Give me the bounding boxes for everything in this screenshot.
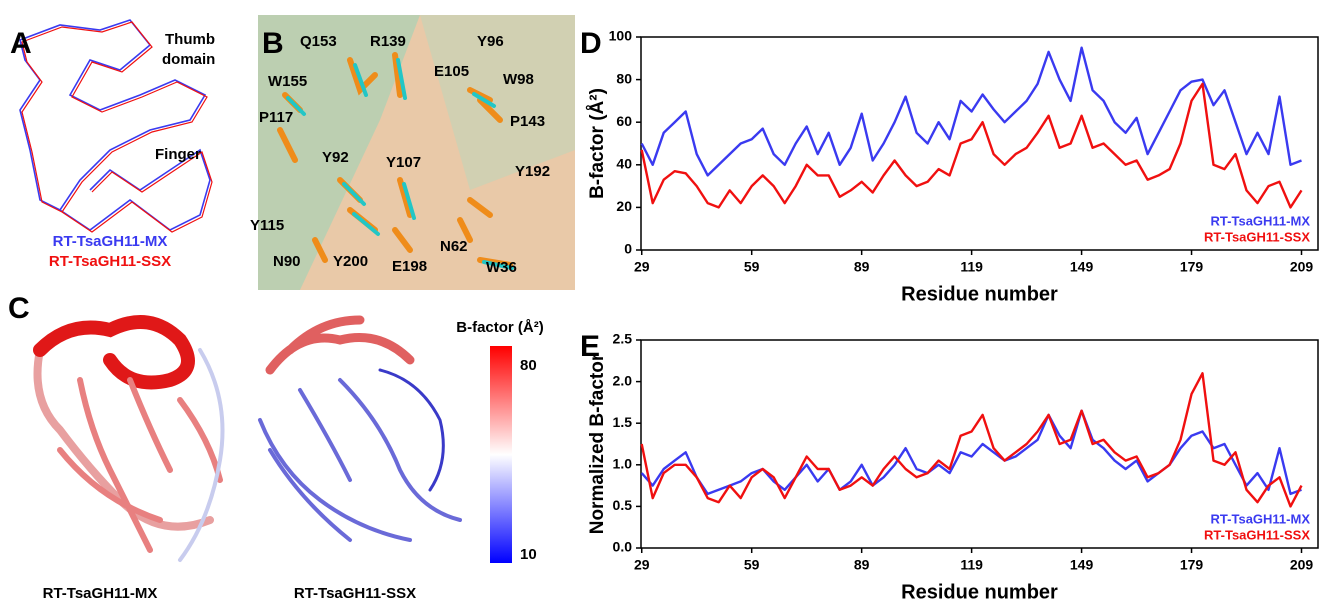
residue-label: E105 bbox=[434, 63, 469, 80]
x-tick-label: 149 bbox=[1070, 259, 1094, 275]
y-tick-label: 40 bbox=[616, 156, 632, 172]
x-tick-label: 179 bbox=[1180, 557, 1204, 573]
tube bbox=[265, 315, 415, 375]
structure-sheet bbox=[420, 15, 575, 190]
legend-entry: RT-TsaGH11-MX bbox=[53, 233, 168, 250]
residue-sticks bbox=[277, 52, 514, 270]
y-tick-label: 1.5 bbox=[613, 414, 633, 430]
series-line bbox=[640, 409, 1302, 496]
x-tick-label: 179 bbox=[1180, 259, 1204, 275]
x-tick-label: 89 bbox=[854, 557, 870, 573]
tube bbox=[378, 368, 445, 492]
y-tick-label: 0.0 bbox=[613, 539, 633, 555]
legend-entry: RT-TsaGH11-MX bbox=[1211, 213, 1311, 228]
residue-label: W98 bbox=[503, 71, 534, 88]
y-tick-label: 20 bbox=[616, 198, 632, 214]
x-tick-label: 119 bbox=[960, 259, 983, 275]
residue-label: P143 bbox=[510, 113, 545, 130]
y-tick-label: 60 bbox=[616, 113, 632, 129]
residue-label: Y192 bbox=[515, 163, 550, 180]
legend-entry: RT-TsaGH11-SSX bbox=[1204, 229, 1310, 244]
x-axis-title: Residue number bbox=[901, 581, 1058, 603]
residue-label: Y115 bbox=[250, 217, 284, 234]
residue-label: E198 bbox=[392, 258, 427, 275]
series-line bbox=[640, 82, 1303, 209]
x-tick-label: 209 bbox=[1290, 259, 1314, 275]
residue-label: Y92 bbox=[322, 149, 349, 166]
x-tick-label: 149 bbox=[1070, 557, 1094, 573]
tube bbox=[258, 378, 462, 542]
panel-c: C B-factor (Å²) 80 10 RT-TsaGH11-MX RT-T… bbox=[8, 292, 544, 602]
x-tick-label: 29 bbox=[634, 557, 650, 573]
backbone-ssx bbox=[21, 21, 213, 233]
y-axis-title: Normalized B-factor bbox=[587, 353, 608, 534]
colorbar-tick-label: 10 bbox=[520, 546, 537, 563]
x-tick-label: 29 bbox=[634, 259, 650, 275]
panel-letter: A bbox=[10, 27, 32, 60]
residue-label: Q153 bbox=[300, 33, 337, 50]
x-tick-label: 59 bbox=[744, 259, 760, 275]
legend-entry: RT-TsaGH11-MX bbox=[1211, 511, 1311, 526]
y-tick-label: 1.0 bbox=[613, 456, 633, 472]
y-tick-label: 80 bbox=[616, 70, 632, 86]
residue-label: W155 bbox=[268, 73, 307, 90]
x-tick-label: 59 bbox=[744, 557, 760, 573]
series-line bbox=[640, 372, 1303, 508]
y-tick-label: 100 bbox=[609, 28, 633, 44]
annotation: Thumb bbox=[165, 31, 215, 48]
colorbar-title: B-factor (Å²) bbox=[456, 319, 544, 336]
residue-label: W36 bbox=[486, 259, 517, 276]
tube bbox=[57, 377, 223, 553]
y-tick-label: 2.5 bbox=[613, 331, 633, 347]
annotation: Finger bbox=[155, 146, 201, 163]
panel-letter: D bbox=[580, 27, 602, 60]
annotation: domain bbox=[162, 51, 215, 68]
panel-letter: E bbox=[580, 330, 600, 363]
plot-frame bbox=[640, 339, 1319, 549]
panel-a: A Thumb domain Finger RT-TsaGH11-MX RT-T… bbox=[10, 19, 215, 270]
panel-b: B Q153 R139 Y96 E105 W98 W155 P117 P143 … bbox=[250, 15, 575, 290]
colorbar-tick-label: 80 bbox=[520, 357, 537, 374]
residue-label: Y107 bbox=[386, 154, 421, 171]
x-tick-label: 119 bbox=[960, 557, 983, 573]
y-axis-title: B-factor (Å²) bbox=[587, 88, 608, 199]
residue-label: Y96 bbox=[477, 33, 504, 50]
colorbar bbox=[490, 346, 512, 563]
series-line bbox=[640, 46, 1302, 177]
y-tick-label: 0.5 bbox=[613, 497, 633, 513]
residue-label: Y200 bbox=[333, 253, 368, 270]
tube bbox=[33, 315, 195, 390]
caption: RT-TsaGH11-MX bbox=[43, 585, 158, 602]
legend-entry: RT-TsaGH11-SSX bbox=[1204, 527, 1310, 542]
panel-letter: B bbox=[262, 27, 284, 60]
structure-sheet bbox=[258, 15, 420, 290]
tube bbox=[33, 346, 214, 531]
legend-entry: RT-TsaGH11-SSX bbox=[49, 253, 171, 270]
x-axis-title: Residue number bbox=[901, 283, 1058, 305]
caption: RT-TsaGH11-SSX bbox=[294, 585, 416, 602]
residue-label: R139 bbox=[370, 33, 406, 50]
panel-letter: C bbox=[8, 292, 30, 325]
tube bbox=[178, 348, 225, 562]
x-tick-label: 89 bbox=[854, 259, 870, 275]
residue-label: N62 bbox=[440, 238, 468, 255]
residue-label: N90 bbox=[273, 253, 301, 270]
y-tick-label: 0 bbox=[624, 241, 632, 257]
residue-label: P117 bbox=[259, 109, 293, 126]
x-tick-label: 209 bbox=[1290, 557, 1314, 573]
plot-frame bbox=[640, 36, 1319, 251]
y-tick-label: 2.0 bbox=[613, 372, 633, 388]
